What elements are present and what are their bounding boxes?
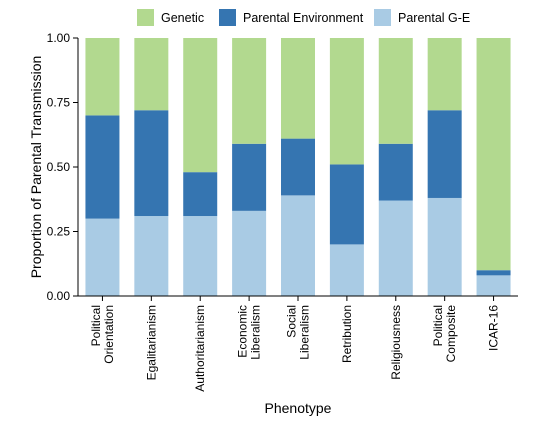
bar-segment-parental-g-e [232, 210, 267, 296]
legend-item-genetic: Genetic [137, 9, 204, 26]
bar-segment-parental-environment [329, 164, 364, 245]
x-tick-label: PoliticalOrientation [89, 305, 116, 364]
bar-segment-parental-environment [232, 143, 267, 211]
bar-segment-genetic [329, 38, 364, 165]
bar-segment-genetic [232, 38, 267, 144]
legend: Genetic Parental Environment Parental G-E [137, 9, 470, 26]
legend-swatch [219, 9, 236, 26]
legend-label: Parental Environment [243, 11, 364, 25]
plot-area [85, 38, 511, 296]
bar-segment-genetic [134, 38, 169, 111]
legend-label: Genetic [161, 11, 204, 25]
x-axis-title: Phenotype [265, 400, 332, 416]
x-tick-label: Egalitarianism [144, 305, 158, 380]
bar-segment-genetic [378, 38, 413, 144]
y-tick-label: 1.00 [47, 31, 71, 45]
bar-segment-parental-g-e [378, 200, 413, 296]
bar-segment-parental-g-e [183, 216, 218, 296]
bar-segment-genetic [85, 38, 120, 116]
bar-segment-parental-environment [378, 143, 413, 201]
x-tick-label: PoliticalComposite [431, 305, 458, 363]
bar-segment-parental-environment [134, 110, 169, 217]
axes: PoliticalOrientation Egalitarianism Author… [47, 31, 518, 392]
bar-segment-parental-g-e [281, 195, 315, 296]
x-tick-label: Authoritarianism [193, 305, 207, 392]
legend-label: Parental G-E [398, 11, 470, 25]
legend-swatch [374, 9, 391, 26]
bar-segment-genetic [427, 38, 462, 111]
y-tick-label: 0.50 [47, 160, 71, 174]
bar-segment-parental-g-e [85, 218, 120, 296]
bar-segment-genetic [183, 38, 218, 173]
bar-segment-parental-g-e [476, 275, 511, 296]
bar-segment-parental-g-e [329, 244, 364, 296]
x-tick-label: EconomicLiberalism [236, 305, 263, 360]
bar-segment-parental-environment [85, 115, 120, 219]
bar-segment-parental-g-e [134, 216, 169, 296]
bar-segment-parental-environment [281, 138, 315, 196]
y-axis-title: Proportion of Parental Transmission [28, 56, 44, 279]
bar-segment-parental-environment [476, 270, 511, 276]
x-tick-label: ICAR-16 [487, 305, 501, 351]
legend-swatch [137, 9, 154, 26]
x-tick-label: Retribution [340, 305, 354, 363]
legend-item-parental-environment: Parental Environment [219, 9, 364, 26]
bar-segment-parental-g-e [427, 197, 462, 296]
y-tick-label: 0.25 [47, 225, 71, 239]
legend-item-parental-g-e: Parental G-E [374, 9, 470, 26]
bar-segment-genetic [476, 38, 511, 271]
y-tick-label: 0.75 [47, 96, 71, 110]
bar-segment-genetic [281, 38, 315, 139]
bar-segment-parental-environment [183, 172, 218, 217]
x-tick-label: Religiousness [389, 305, 403, 380]
bar-segment-parental-environment [427, 110, 462, 198]
x-tick-label: SocialLiberalism [285, 305, 312, 360]
y-tick-label: 0.00 [47, 289, 71, 303]
